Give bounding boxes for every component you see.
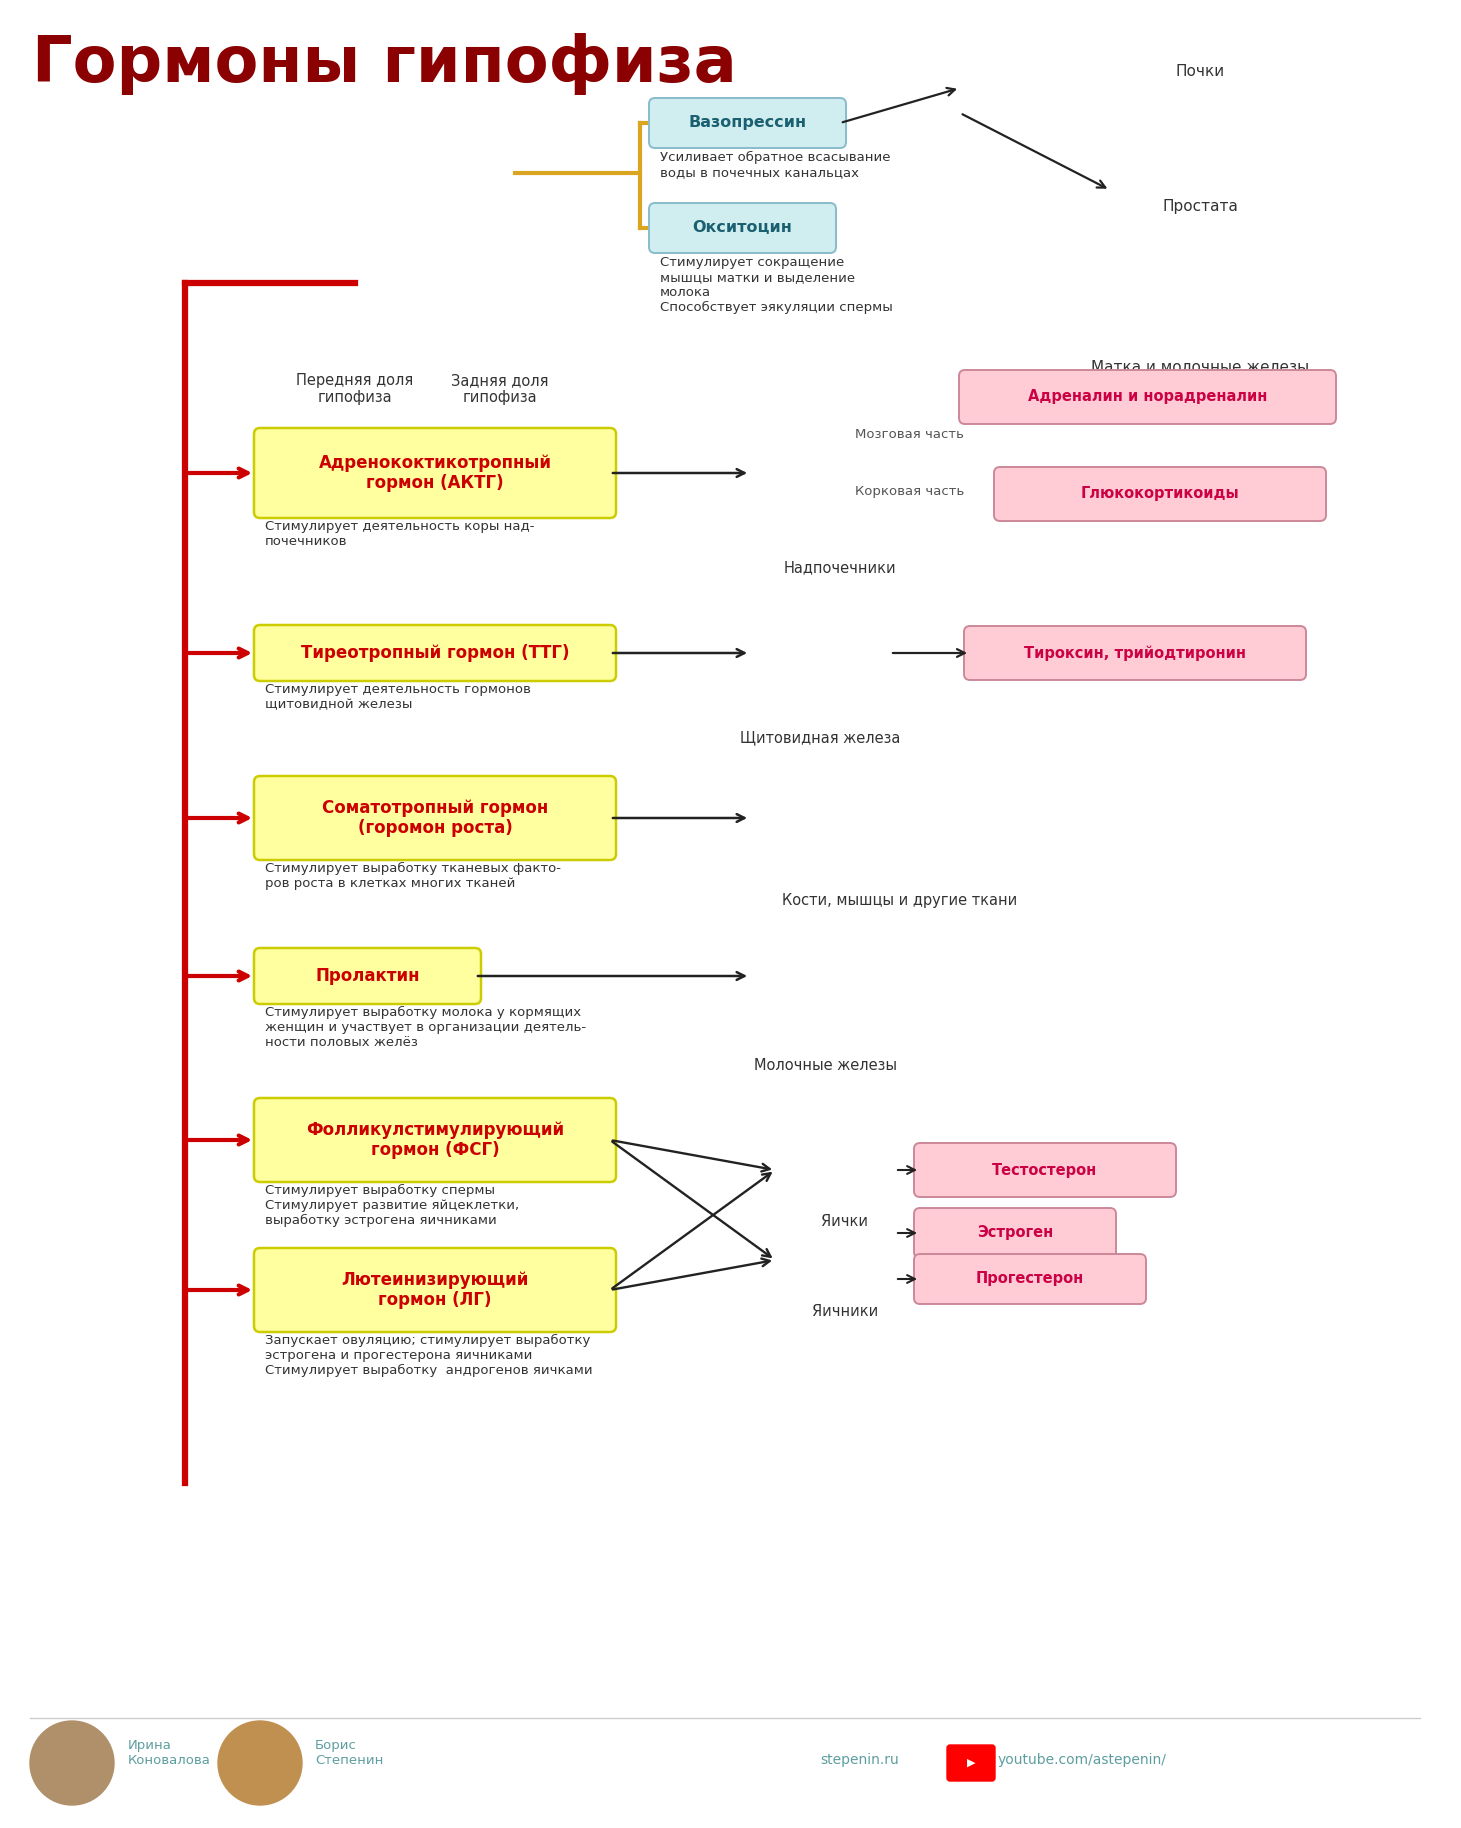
Text: Стимулирует деятельность гормонов
щитовидной железы: Стимулирует деятельность гормонов щитови… [264,684,530,711]
FancyBboxPatch shape [254,1099,617,1183]
FancyBboxPatch shape [947,1746,995,1780]
FancyBboxPatch shape [254,777,617,859]
Text: Эстроген: Эстроген [977,1225,1053,1241]
FancyBboxPatch shape [915,1208,1116,1258]
FancyBboxPatch shape [964,625,1306,680]
FancyBboxPatch shape [915,1142,1176,1197]
Text: Запускает овуляцию; стимулирует выработку
эстрогена и прогестерона яичниками
Сти: Запускает овуляцию; стимулирует выработк… [264,1334,593,1376]
Text: Адренококтикотропный
гормон (АКТГ): Адренококтикотропный гормон (АКТГ) [318,453,551,492]
Text: stepenin.ru: stepenin.ru [820,1753,899,1768]
FancyBboxPatch shape [993,466,1327,521]
FancyBboxPatch shape [958,369,1335,424]
Text: youtube.com/astepenin/: youtube.com/astepenin/ [998,1753,1167,1768]
FancyBboxPatch shape [254,625,617,682]
Text: Стимулирует выработку спермы
Стимулирует развитие яйцеклетки,
выработку эстроген: Стимулирует выработку спермы Стимулирует… [264,1185,519,1227]
Text: Стимулирует сокращение
мышцы матки и выделение
молока
Способствует эякуляции спе: Стимулирует сокращение мышцы матки и выд… [660,256,893,314]
FancyBboxPatch shape [254,949,481,1004]
Text: Яичники: Яичники [812,1305,878,1320]
Text: Тироксин, трийодтиронин: Тироксин, трийодтиронин [1024,645,1246,660]
Text: Тиреотропный гормон (ТТГ): Тиреотропный гормон (ТТГ) [301,643,570,662]
Text: Глюкокортикоиды: Глюкокортикоиды [1081,486,1239,501]
Text: Молочные железы: Молочные железы [754,1058,897,1073]
FancyBboxPatch shape [649,99,846,148]
Text: Фолликулстимулирующий
гормон (ФСГ): Фолликулстимулирующий гормон (ФСГ) [305,1121,564,1159]
Text: Вазопрессин: Вазопрессин [688,115,806,130]
Text: Окситоцин: Окситоцин [693,221,792,236]
Text: Соматотропный гормон
(горомон роста): Соматотропный гормон (горомон роста) [321,799,548,837]
Text: Ирина
Коновалова: Ирина Коновалова [129,1738,210,1768]
Text: Пролактин: Пролактин [316,967,419,985]
Text: Прогестерон: Прогестерон [976,1272,1084,1287]
Text: Стимулирует деятельность коры над-
почечников: Стимулирует деятельность коры над- почеч… [264,519,535,548]
Text: Усиливает обратное всасывание
воды в почечных канальцах: Усиливает обратное всасывание воды в поч… [660,152,891,179]
Text: Щитовидная железа: Щитовидная железа [739,731,900,746]
Text: Яички: Яички [821,1214,868,1230]
Text: Кости, мышцы и другие ткани: Кости, мышцы и другие ткани [783,892,1018,907]
Text: ▶: ▶ [967,1759,976,1768]
Text: Стимулирует выработку тканевых факто-
ров роста в клетках многих тканей: Стимулирует выработку тканевых факто- ро… [264,863,561,890]
Text: Передняя доля
гипофиза: Передняя доля гипофиза [297,373,413,406]
Text: Стимулирует выработку молока у кормящих
женщин и участвует в организации деятель: Стимулирует выработку молока у кормящих … [264,1005,586,1049]
FancyBboxPatch shape [915,1254,1145,1303]
Text: Гормоны гипофиза: Гормоны гипофиза [32,33,736,95]
FancyBboxPatch shape [254,1249,617,1333]
Circle shape [218,1720,302,1804]
Text: Надпочечники: Надпочечники [783,561,896,576]
Circle shape [31,1720,114,1804]
Text: Адреналин и норадреналин: Адреналин и норадреналин [1027,389,1267,404]
Text: Корковая часть: Корковая часть [855,484,964,497]
Text: Матка и молочные железы: Матка и молочные железы [1091,360,1309,375]
Text: Почки: Почки [1176,64,1224,79]
Text: Простата: Простата [1161,199,1237,214]
Text: Тестостерон: Тестостерон [992,1163,1097,1177]
Text: Лютеинизирующий
гормон (ЛГ): Лютеинизирующий гормон (ЛГ) [342,1270,529,1309]
Text: Борис
Степенин: Борис Степенин [316,1738,383,1768]
Text: Мозговая часть: Мозговая часть [855,428,964,442]
FancyBboxPatch shape [254,428,617,517]
Text: Задняя доля
гипофиза: Задняя доля гипофиза [451,373,549,406]
FancyBboxPatch shape [649,203,836,252]
